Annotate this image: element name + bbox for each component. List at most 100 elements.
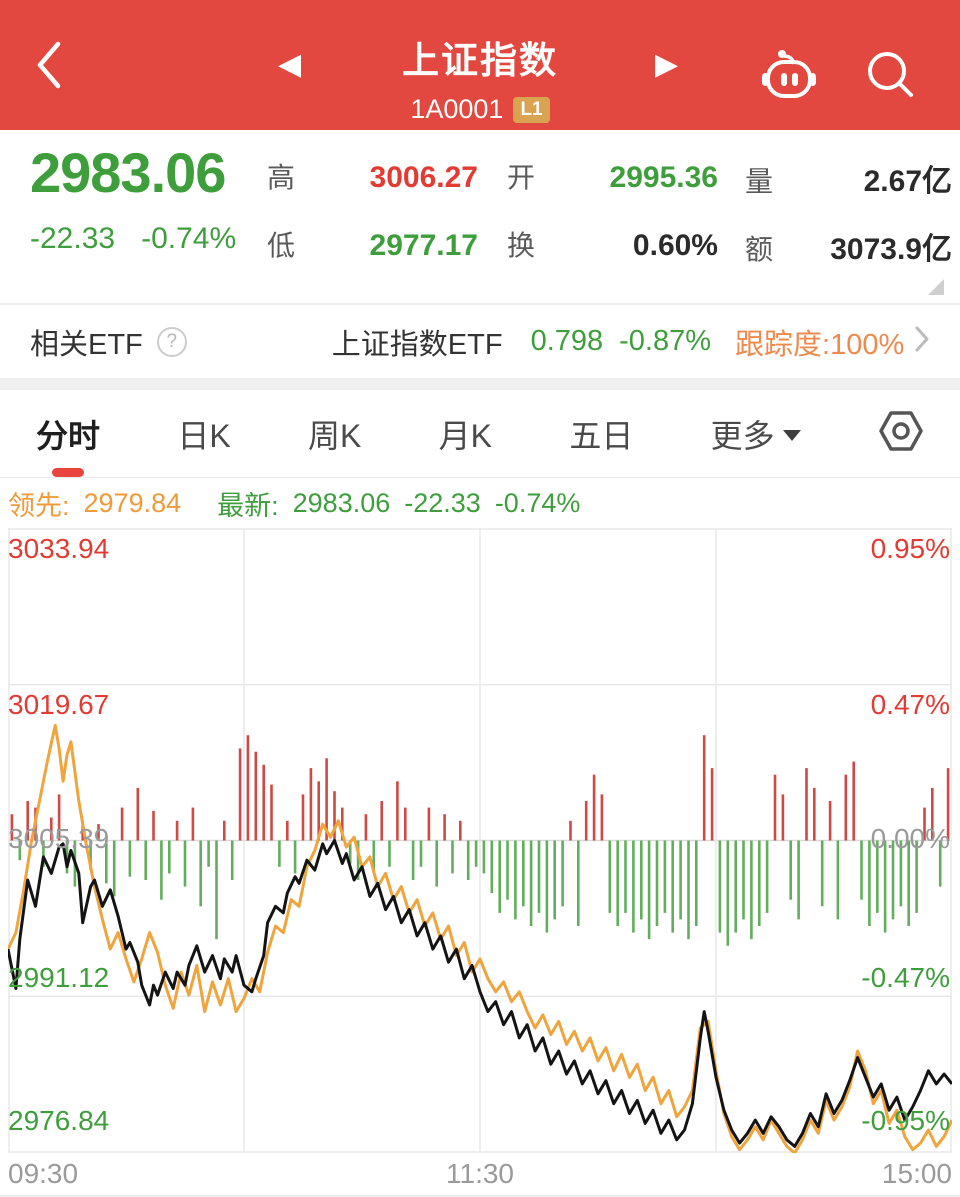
robot-icon [762, 50, 816, 98]
up-volume-bar [600, 794, 604, 841]
down-volume-bar [168, 840, 171, 874]
up-volume-bar [57, 794, 61, 841]
down-volume-bar [435, 840, 438, 887]
stat-label: 高 [267, 162, 296, 193]
price-change-row: -22.33 -0.74% [30, 222, 236, 256]
down-volume-bar [663, 840, 667, 913]
etf-price: 0.798 [530, 325, 604, 357]
tab-daily-k[interactable]: 日K [177, 417, 231, 454]
prev-stock-button[interactable]: ◀ [278, 48, 301, 82]
next-stock-button[interactable]: ▶ [655, 48, 678, 82]
intraday-chart-svg[interactable] [8, 528, 952, 1153]
down-volume-bar [608, 840, 612, 913]
down-volume-bar [482, 840, 486, 874]
page-title: 上证指数 [402, 40, 558, 81]
tab-five-day[interactable]: 五日 [569, 417, 634, 454]
up-volume-bar [805, 768, 808, 841]
down-volume-bar [207, 840, 210, 867]
x-label-noon: 11:30 [446, 1158, 514, 1189]
down-volume-bar [797, 840, 800, 920]
stat-open: 开 2995.36 [507, 156, 718, 196]
up-volume-bar [946, 768, 950, 841]
up-volume-bar [923, 807, 926, 841]
up-volume-bar [191, 807, 195, 841]
tab-weekly-k[interactable]: 周K [308, 417, 362, 454]
stat-value: 2977.17 [369, 229, 478, 262]
stat-label: 换 [507, 230, 536, 261]
down-volume-bar [411, 840, 415, 880]
stat-value: 0.60% [632, 229, 718, 262]
down-volume-bar [372, 840, 376, 874]
current-price: 2983.06 [30, 141, 226, 204]
related-etf-row[interactable]: 相关ETF ? 上证指数ETF 0.798 -0.87% 跟踪度:100% [0, 305, 960, 378]
stat-volume: 量 2.67亿 [745, 156, 952, 200]
down-volume-bar [765, 840, 769, 913]
up-volume-bar [262, 764, 265, 841]
up-volume-bar [828, 801, 832, 841]
down-volume-bar [734, 840, 737, 933]
up-volume-bar [136, 787, 140, 841]
down-volume-bar [144, 840, 147, 880]
down-volume-bar [105, 840, 108, 884]
stat-high: 高 3006.27 [267, 156, 478, 196]
stat-value: 2995.36 [609, 161, 718, 194]
down-volume-bar [820, 840, 824, 907]
down-volume-bar [18, 840, 22, 861]
up-volume-bar [773, 774, 777, 841]
chart-settings-button[interactable] [878, 408, 924, 459]
etf-change-pct: -0.87% [619, 325, 712, 357]
assistant-button[interactable] [760, 46, 818, 109]
down-volume-bar [529, 840, 533, 926]
down-volume-bar [230, 840, 234, 880]
up-volume-bar [333, 791, 336, 841]
chart-x-axis: 09:30 11:30 15:00 [0, 1153, 960, 1197]
price-change: -22.33 [30, 222, 116, 255]
caret-down-icon [782, 430, 801, 441]
down-volume-bar [112, 840, 116, 897]
up-volume-bar [459, 820, 462, 841]
down-volume-bar [883, 840, 887, 933]
down-volume-bar [899, 840, 903, 907]
down-volume-bar [183, 840, 187, 887]
down-volume-bar [577, 840, 580, 926]
up-volume-bar [710, 768, 714, 841]
down-volume-bar [498, 840, 501, 913]
section-divider [0, 378, 960, 390]
tab-minute[interactable]: 分时 [36, 397, 100, 471]
down-volume-bar [65, 840, 69, 874]
search-icon [868, 52, 913, 97]
down-volume-bar [671, 840, 674, 933]
search-button[interactable] [862, 46, 918, 107]
down-volume-bar [679, 840, 682, 920]
triangle-left-icon: ◀ [278, 48, 302, 81]
etf-section-label: 相关ETF [30, 328, 143, 361]
etf-tracking: 跟踪度:100% [735, 328, 905, 361]
down-volume-bar [860, 840, 863, 900]
down-volume-bar [451, 840, 454, 874]
up-volume-bar [301, 794, 305, 841]
up-volume-bar [844, 774, 848, 841]
up-volume-bar [852, 761, 855, 841]
last-change: -22.33 [404, 487, 481, 518]
lead-label: 领先: [8, 490, 70, 521]
down-volume-bar [522, 840, 525, 907]
price-change-pct: -0.74% [141, 222, 237, 255]
help-icon[interactable]: ? [156, 326, 187, 357]
stat-label: 低 [267, 230, 296, 261]
back-button[interactable] [34, 40, 64, 90]
intraday-chart[interactable]: 3033.94 0.95% 3019.67 0.47% 3005.39 0.00% 2991… [0, 528, 960, 1153]
down-volume-bar [915, 840, 918, 913]
down-volume-bar [490, 840, 494, 894]
tab-more[interactable]: 更多 [711, 397, 801, 471]
chevron-right-icon [914, 325, 930, 358]
up-volume-bar [97, 824, 100, 841]
up-volume-bar [246, 735, 250, 841]
down-volume-bar [742, 840, 745, 920]
up-volume-bar [254, 751, 258, 841]
up-volume-bar [931, 787, 934, 841]
expand-quote-handle[interactable] [928, 279, 944, 295]
down-volume-bar [789, 840, 792, 900]
price_pct_black-line [8, 839, 952, 1148]
tab-monthly-k[interactable]: 月K [438, 417, 493, 454]
